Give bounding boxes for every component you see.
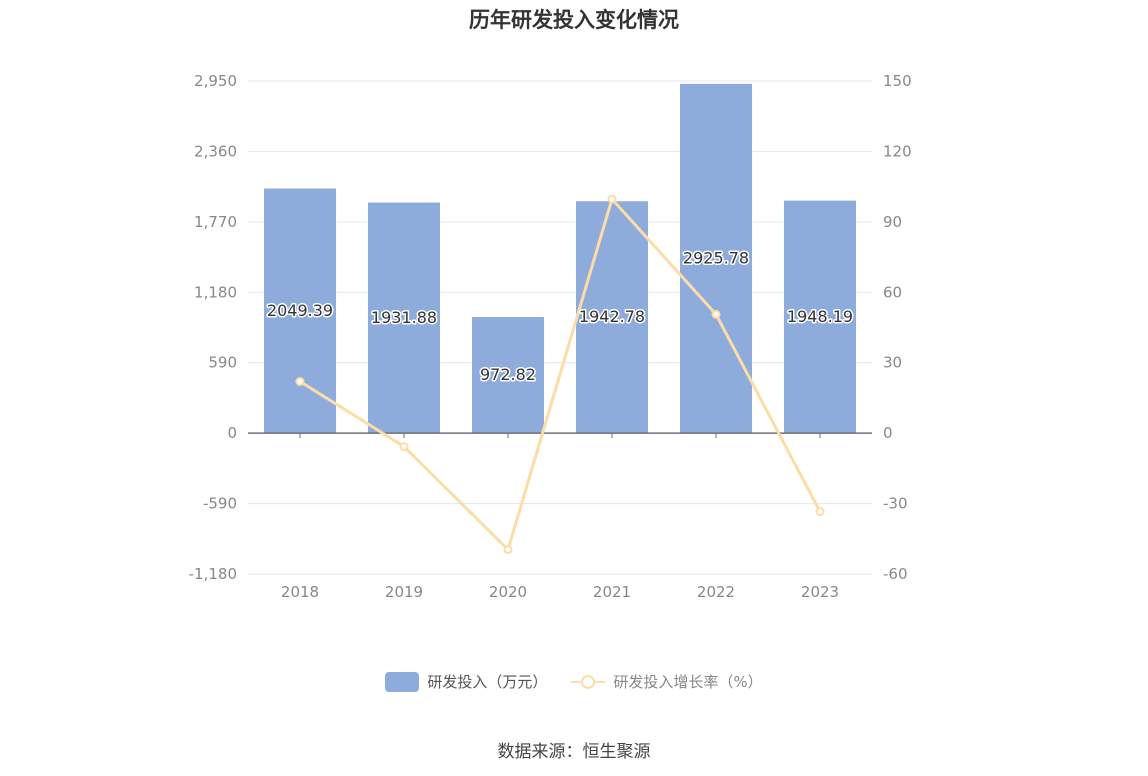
bar: [264, 188, 336, 434]
bar-value-label: 972.82: [480, 365, 536, 384]
x-tick-label: 2019: [385, 583, 423, 601]
bar-value-label: 1942.78: [579, 307, 645, 326]
legend-bar-swatch: [385, 671, 420, 692]
line-series: [295, 194, 825, 555]
left-tick-label: 0: [227, 424, 237, 442]
right-tick-label: 90: [883, 213, 902, 231]
right-tick-label: 60: [883, 283, 902, 301]
bar: [784, 200, 856, 434]
line-point: [295, 376, 305, 386]
left-tick-label: 2,360: [194, 142, 237, 160]
bar-value-label: 1931.88: [371, 308, 437, 327]
chart-title: 历年研发投入变化情况: [469, 8, 679, 32]
bar-value-label: 1948.19: [787, 307, 853, 326]
x-axis-labels: 2018 2019 2020 2021 2022 2023: [281, 583, 839, 601]
growth-line: [299, 197, 822, 552]
bar: [576, 201, 648, 434]
x-tick-label: 2020: [489, 583, 527, 601]
right-axis-ticks: 150 120 90 60 30 0 -30 -60: [883, 72, 912, 583]
bar: [680, 83, 752, 434]
right-tick-label: -60: [883, 565, 908, 583]
x-axis: [248, 432, 872, 439]
legend-line-swatch: [571, 672, 606, 692]
x-tick-label: 2021: [593, 583, 631, 601]
legend-item-line[interactable]: 研发投入增长率（%）: [571, 671, 763, 692]
left-axis-ticks: 2,950 2,360 1,770 1,180 590 0 -590 -1,180: [189, 72, 237, 583]
line-point: [503, 545, 513, 555]
left-tick-label: -1,180: [189, 565, 237, 583]
left-tick-label: 1,180: [194, 283, 237, 301]
line-point: [711, 309, 721, 319]
line-point: [607, 194, 617, 204]
x-tick-label: 2022: [697, 583, 735, 601]
right-tick-label: -30: [883, 495, 908, 513]
x-tick-label: 2018: [281, 583, 319, 601]
legend-item-bar[interactable]: 研发投入（万元）: [385, 671, 547, 692]
legend: 研发投入（万元） 研发投入增长率（%）: [0, 671, 1148, 692]
legend-line-label: 研发投入增长率（%）: [613, 673, 763, 691]
right-tick-label: 30: [883, 354, 902, 372]
left-tick-label: 2,950: [194, 72, 237, 90]
line-point: [399, 442, 409, 452]
right-tick-label: 0: [883, 424, 893, 442]
line-point: [815, 507, 825, 517]
left-tick-label: 590: [208, 354, 237, 372]
bar-value-label: 2925.78: [683, 249, 749, 268]
right-tick-label: 120: [883, 142, 912, 160]
x-tick-label: 2023: [801, 583, 839, 601]
left-tick-label: 1,770: [194, 213, 237, 231]
data-source: 数据来源：恒生聚源: [497, 742, 651, 762]
bar: [368, 202, 440, 434]
grid-lines: [248, 80, 872, 575]
bar-value-label: 2049.39: [267, 301, 333, 320]
right-tick-label: 150: [883, 72, 912, 90]
bar: [472, 317, 544, 434]
chart-canvas: 2,950 2,360 1,770 1,180 590 0 -590 -1,180 150 12…: [189, 72, 912, 601]
bar-value-labels: 2049.39 1931.88 972.82 1942.78 2925.78 1948.1…: [265, 247, 854, 386]
legend-bar-label: 研发投入（万元）: [427, 673, 548, 691]
bar-series: [264, 83, 856, 434]
left-tick-label: -590: [203, 495, 237, 513]
